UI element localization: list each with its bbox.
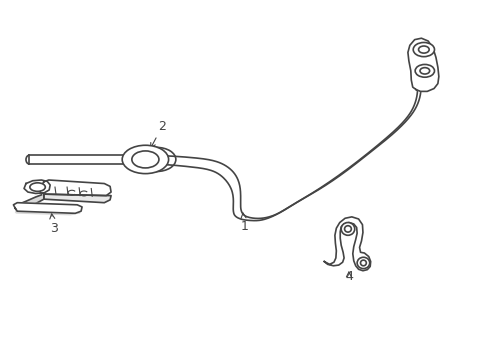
Text: 1: 1 xyxy=(240,213,248,233)
Ellipse shape xyxy=(356,257,369,269)
Ellipse shape xyxy=(341,222,354,235)
Text: 4: 4 xyxy=(344,270,352,283)
Ellipse shape xyxy=(419,68,429,74)
Polygon shape xyxy=(24,180,50,193)
Ellipse shape xyxy=(360,260,366,266)
Ellipse shape xyxy=(344,226,350,232)
Text: 3: 3 xyxy=(49,214,58,235)
Ellipse shape xyxy=(122,145,168,174)
Polygon shape xyxy=(13,203,82,213)
Ellipse shape xyxy=(132,151,159,168)
Polygon shape xyxy=(40,180,111,195)
Polygon shape xyxy=(407,38,438,91)
Ellipse shape xyxy=(30,183,45,192)
Polygon shape xyxy=(44,194,111,203)
Polygon shape xyxy=(15,194,44,211)
Text: 2: 2 xyxy=(150,120,166,148)
Ellipse shape xyxy=(412,42,434,57)
Polygon shape xyxy=(324,217,370,271)
Polygon shape xyxy=(15,211,80,215)
Ellipse shape xyxy=(414,64,434,77)
Ellipse shape xyxy=(418,46,428,53)
